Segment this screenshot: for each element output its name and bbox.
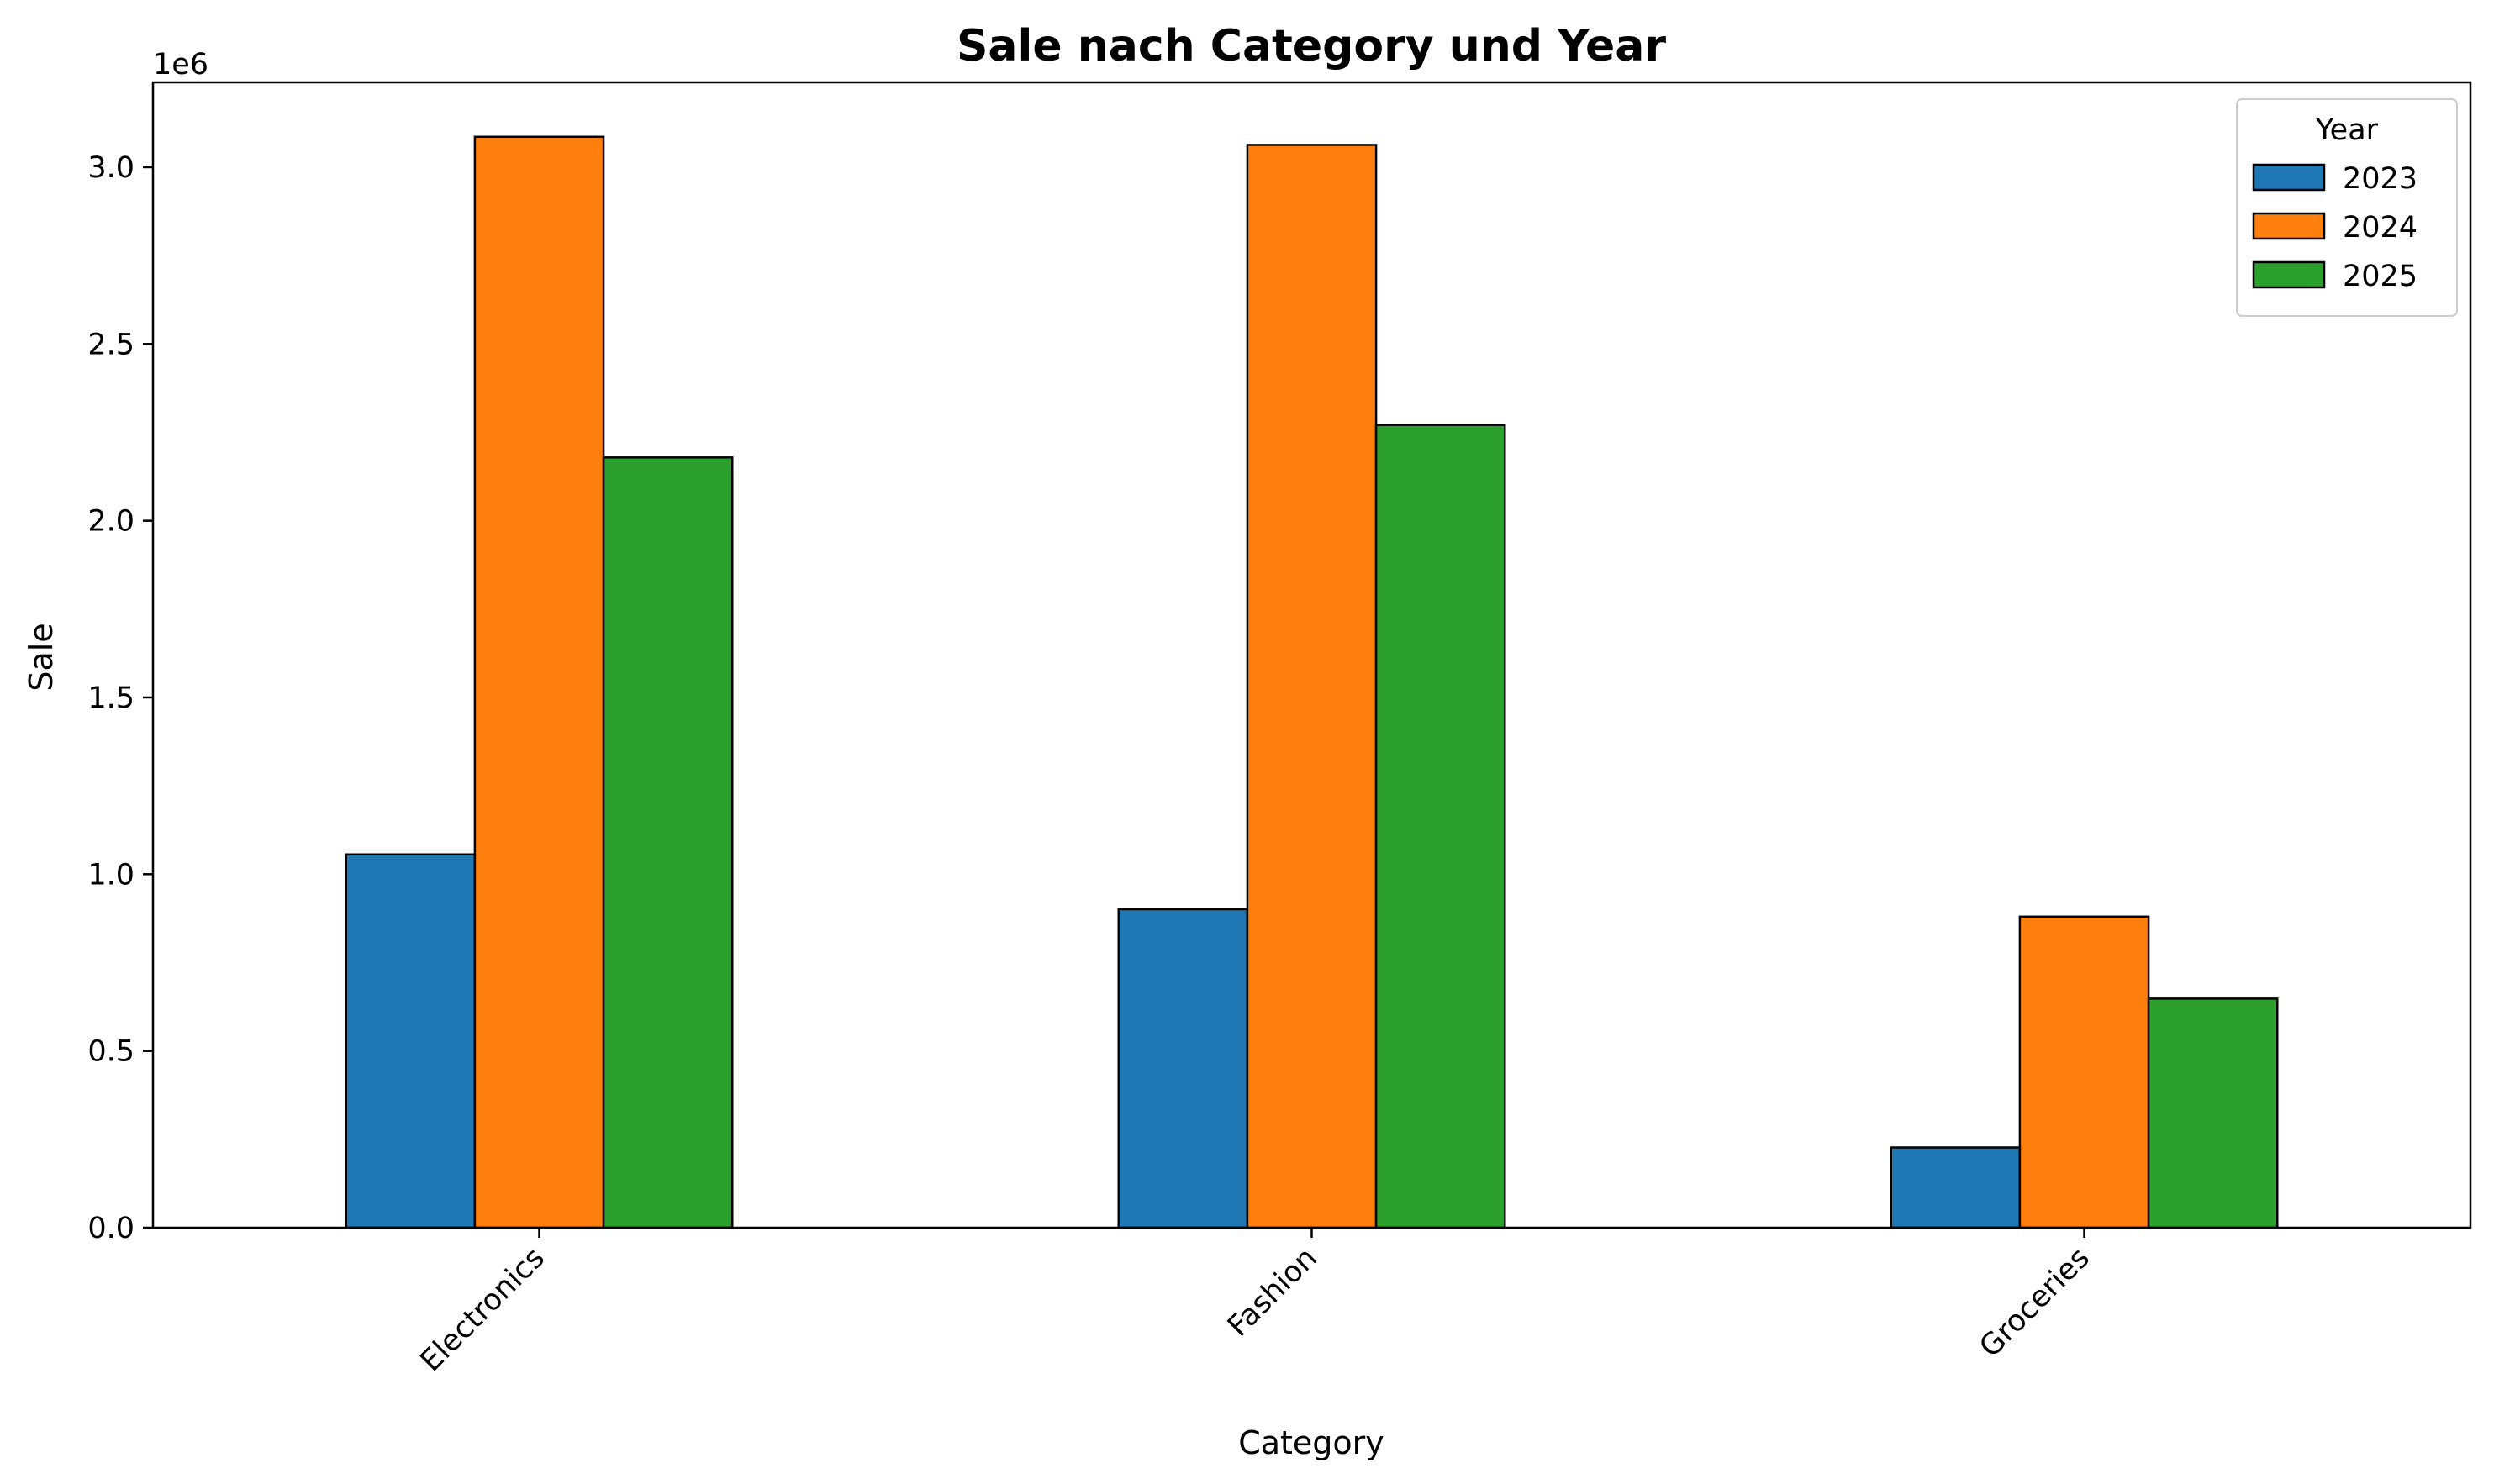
y-tick-label: 0.0 bbox=[87, 1212, 134, 1245]
legend-label-2024: 2024 bbox=[2343, 211, 2418, 245]
bar-electronics-2025 bbox=[602, 456, 734, 1229]
bar-groceries-2023 bbox=[1890, 1146, 2022, 1229]
bar-fashion-2025 bbox=[1374, 424, 1506, 1229]
y-axis-ticks: 0.0 0.5 1.0 1.5 2.0 2.5 3.0 bbox=[87, 151, 153, 1245]
x-tick-label-fashion: Fashion bbox=[1221, 1241, 1324, 1344]
x-axis-label: Category bbox=[1238, 1424, 1384, 1461]
y-tick-label: 1.0 bbox=[87, 858, 134, 892]
x-tick-label-groceries: Groceries bbox=[1974, 1241, 2096, 1364]
legend-swatch-2025 bbox=[2252, 260, 2326, 289]
bar-electronics-2024 bbox=[473, 135, 605, 1229]
plot-frame bbox=[151, 81, 2472, 1229]
legend-swatch-2024 bbox=[2252, 212, 2326, 240]
legend-title: Year bbox=[2315, 113, 2379, 147]
bar-fashion-2024 bbox=[1246, 144, 1378, 1229]
bar-electronics-2023 bbox=[345, 853, 477, 1229]
y-tick-label: 3.0 bbox=[87, 151, 134, 185]
bars-group bbox=[345, 135, 2279, 1229]
y-tick-label: 1.5 bbox=[87, 681, 134, 715]
y-tick-label: 0.5 bbox=[87, 1035, 134, 1069]
legend: Year 2023 2024 2025 bbox=[2236, 98, 2458, 317]
chart-title: Sale nach Category und Year bbox=[957, 21, 1666, 71]
y-offset-label: 1e6 bbox=[153, 48, 208, 82]
legend-label-2025: 2025 bbox=[2343, 260, 2418, 293]
x-tick-label-electronics: Electronics bbox=[414, 1241, 551, 1378]
bar-fashion-2023 bbox=[1117, 908, 1249, 1229]
bar-groceries-2024 bbox=[2018, 915, 2150, 1229]
x-axis-ticks: Electronics Fashion Groceries bbox=[414, 1228, 2096, 1378]
y-tick-label: 2.5 bbox=[87, 328, 134, 361]
bar-groceries-2025 bbox=[2147, 997, 2279, 1229]
y-axis-label: Sale bbox=[23, 623, 60, 691]
legend-label-2023: 2023 bbox=[2343, 162, 2418, 196]
y-tick-label: 2.0 bbox=[87, 505, 134, 539]
legend-swatch-2023 bbox=[2252, 163, 2326, 192]
